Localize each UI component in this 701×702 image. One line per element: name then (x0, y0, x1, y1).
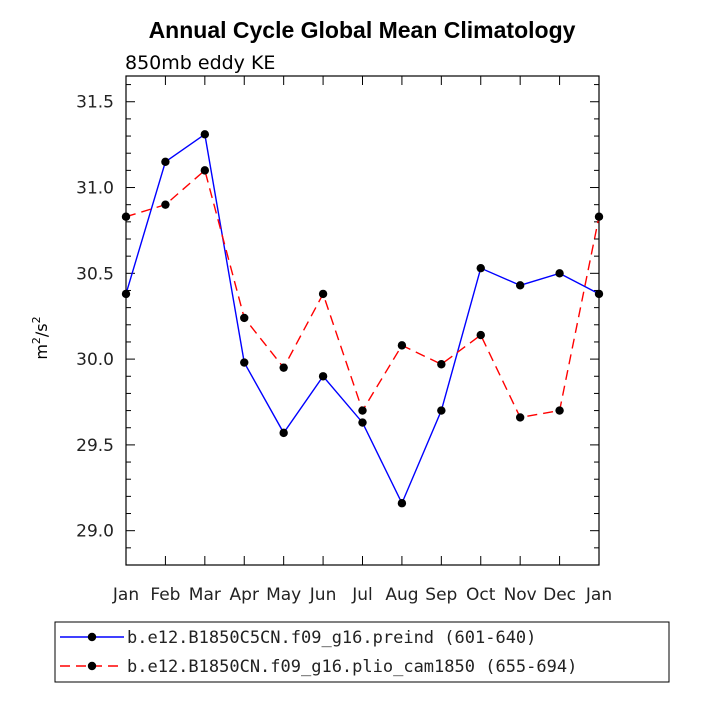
series-1-point (397, 499, 407, 508)
svg-text:m2/s2: m2/s2 (30, 316, 51, 359)
series-2-point (397, 341, 407, 350)
chart-title: Annual Cycle Global Mean Climatology (149, 17, 576, 43)
legend: b.e12.B1850C5CN.f09_g16.preind (601-640)… (54, 621, 670, 683)
series-1-point (318, 372, 328, 381)
series-layer (121, 130, 604, 508)
series-2-point (594, 212, 604, 221)
series-1-point (161, 157, 170, 166)
series-1-point (279, 428, 288, 438)
series-2-point (200, 166, 210, 175)
y-axis-label-sup-2: 2 (30, 316, 43, 323)
series-1-point (121, 289, 131, 299)
series-1-point (594, 289, 604, 299)
series-2-point (515, 413, 525, 422)
series-2-point (476, 330, 485, 340)
legend-marker-2 (87, 661, 97, 671)
y-axis-label-per: /s (32, 323, 51, 337)
series-1-point (200, 130, 210, 139)
legend-label-1: b.e12.B1850C5CN.f09_g16.preind (601-640) (127, 628, 536, 648)
x-tick-label: Feb (150, 585, 180, 605)
y-tick-label: 29.5 (76, 436, 114, 456)
plot-frame (125, 75, 600, 566)
series-2-point (555, 406, 564, 415)
y-tick-label: 31.5 (76, 93, 114, 113)
series-2-point (318, 289, 328, 299)
x-tick-label: Oct (466, 585, 496, 605)
chart-subtitle: 850mb eddy KE (125, 52, 275, 74)
series-1-point (437, 406, 446, 415)
y-tick-label: 30.5 (76, 264, 114, 284)
series-2-point (161, 200, 170, 209)
x-tick-label: Nov (504, 585, 537, 605)
series-1-point (476, 263, 485, 273)
y-axis-label-unit: m (32, 344, 51, 360)
plot-axes: 29.0 29.5 30.0 30.5 31.0 31.5 Jan Feb Mar Apr May J… (76, 75, 612, 605)
series-2-point (358, 406, 367, 415)
series-1-point (515, 281, 525, 290)
series-1-point (240, 358, 249, 367)
x-tick-label: Sep (425, 585, 457, 605)
y-axis-label: m2/s2 (30, 316, 51, 359)
x-tick-label: May (266, 585, 301, 605)
series-1-point (358, 418, 367, 427)
y-tick-label: 30.0 (76, 350, 114, 370)
legend-marker-1 (87, 632, 97, 642)
x-tick-label: Dec (543, 585, 576, 605)
series-2-point (279, 363, 288, 372)
series-2-point (240, 313, 249, 323)
series-2-point (437, 360, 446, 369)
x-tick-label: Jan (112, 585, 139, 605)
x-tick-label: Jan (585, 585, 612, 605)
x-tick-label: Apr (230, 585, 259, 605)
series-2-point (121, 212, 131, 221)
x-tick-label: Jul (351, 585, 373, 605)
legend-box (54, 621, 670, 683)
y-tick-label: 31.0 (76, 179, 114, 199)
x-tick-label: Jun (309, 585, 337, 605)
series-line-1 (125, 133, 600, 505)
y-tick-label: 29.0 (76, 522, 114, 542)
x-tick-label: Aug (385, 585, 418, 605)
series-1-point (555, 269, 564, 278)
legend-label-2: b.e12.B1850CN.f09_g16.plio_cam1850 (655-… (127, 657, 577, 677)
y-axis-label-sup: 2 (30, 337, 43, 344)
x-tick-label: Mar (189, 585, 221, 605)
series-line-2 (125, 169, 600, 419)
